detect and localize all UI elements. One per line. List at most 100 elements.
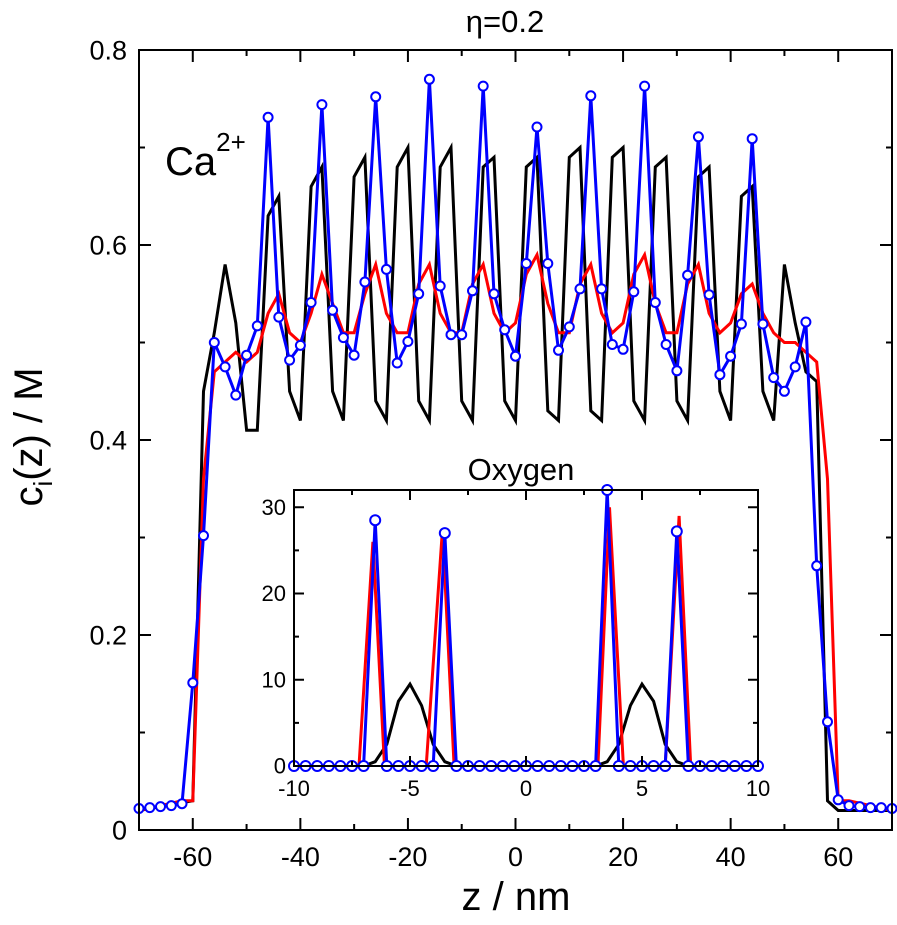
main-chart-title: η=0.2 (466, 4, 544, 39)
main-series-blue-point (370, 91, 382, 103)
main-x-tick-label: -20 (388, 842, 427, 872)
main-series-blue-point (703, 289, 715, 301)
main-series-blue-point (499, 324, 511, 336)
main-series-blue-point (811, 560, 823, 572)
inset-y-tick-label: 20 (262, 581, 286, 606)
main-series-blue-point (714, 369, 726, 381)
main-series-blue-point (628, 286, 640, 298)
main-series-blue-point (660, 339, 672, 350)
annotation-superscript: 2+ (216, 127, 246, 157)
main-series-blue-point (596, 283, 608, 295)
main-series-blue-point (219, 361, 231, 373)
main-series-blue-point (639, 80, 651, 92)
main-series-blue-point (832, 794, 844, 806)
main-series-blue-point (843, 800, 855, 812)
main-series-blue-point (198, 530, 209, 542)
main-series-blue-point (617, 343, 629, 355)
inset-x-tick-label: 0 (520, 776, 532, 801)
main-series-blue-point (606, 339, 618, 350)
main-series-blue-point (262, 111, 274, 123)
ylabel-main: c (7, 487, 51, 507)
main-series-blue-point (520, 258, 532, 269)
inset-series-blue-point (369, 514, 382, 527)
main-x-tick-label: 60 (823, 842, 853, 872)
main-x-tick-label: -40 (281, 842, 320, 872)
main-series-blue-point (337, 332, 349, 344)
inset-y-tick-label: 30 (262, 495, 286, 520)
main-series-blue-point (294, 339, 306, 351)
main-series-blue-point (155, 801, 166, 813)
main-series-blue-point (284, 354, 296, 366)
main-series-blue-point (467, 285, 478, 297)
main-series-blue-point (176, 798, 188, 810)
main-series-blue-point (380, 263, 392, 275)
main-x-tick-label: 0 (508, 842, 523, 872)
main-series-blue-point (585, 90, 597, 102)
main-series-blue-point (746, 133, 758, 145)
main-series-blue-point (445, 329, 457, 341)
inset-chart-title: Oxygen (468, 452, 575, 487)
main-series-blue-point (241, 349, 253, 361)
inset-series-blue-point (438, 527, 451, 540)
main-annotation: Ca2+ (165, 127, 246, 184)
main-x-tick-label: 40 (716, 842, 746, 872)
main-series-blue-point (208, 337, 220, 348)
main-series-blue-point (865, 802, 876, 814)
main-x-axis-label: z / nm (462, 875, 571, 919)
main-series-blue-point (692, 131, 704, 143)
main-series-blue-point (305, 297, 317, 308)
main-series-blue-point (187, 677, 199, 689)
inset-series-blue-point (670, 525, 683, 538)
main-series-blue-point (671, 365, 683, 377)
main-y-tick-label: 0.2 (89, 620, 127, 650)
main-series-blue-point (875, 802, 887, 814)
main-y-tick-label: 0.4 (89, 425, 127, 455)
main-series-blue-point (800, 316, 812, 328)
main-series-blue-point (531, 121, 543, 133)
main-series-blue-point (391, 357, 403, 369)
main-series-blue-point (510, 350, 521, 362)
main-series-blue-point (563, 321, 575, 333)
main-series-blue-point (822, 716, 833, 728)
main-x-tick-label: -60 (173, 842, 212, 872)
main-series-red-line (139, 250, 892, 812)
main-series-blue-point (854, 801, 866, 813)
main-y-axis-label: ci(z) / M (7, 367, 58, 506)
inset-y-tick-label: 10 (262, 667, 286, 692)
inset-x-tick-label: -10 (278, 776, 310, 801)
main-y-tick-label: 0.6 (89, 230, 127, 260)
inset-axes-group: -10 -5 0 5 10 0 10 20 30 (262, 489, 770, 801)
main-series-blue-point (682, 269, 694, 281)
main-series-black-line (139, 142, 892, 812)
main-series-blue-point (477, 80, 489, 92)
ylabel-rest: (z) / M (7, 367, 51, 480)
main-series-blue-point (423, 73, 435, 85)
main-series-blue-point (165, 800, 177, 812)
main-series-blue-point (348, 349, 360, 361)
main-series-blue-point (649, 297, 661, 308)
main-series-blue-point (757, 318, 769, 330)
main-x-tick-label: 20 (608, 842, 638, 872)
main-series-blue-point (789, 361, 801, 373)
main-series-blue-point (488, 288, 500, 300)
main-series-blue-point (434, 280, 446, 292)
main-axes-group: -60 -40 -20 0 20 40 60 0 0.2 0.4 0.6 0.8 (89, 35, 893, 872)
main-y-tick-label: 0 (112, 815, 127, 845)
main-y-tick-label: 0.8 (89, 35, 127, 65)
main-series-blue-point (413, 288, 425, 300)
main-series-blue-point (327, 304, 339, 316)
inset-x-tick-label: 5 (636, 776, 648, 801)
main-series-group (133, 73, 897, 814)
ylabel-sub: i (28, 481, 58, 487)
main-series-blue-point (230, 389, 242, 401)
main-series-blue-point (574, 283, 586, 295)
main-series-blue-point (316, 99, 328, 111)
main-series-blue-point (553, 344, 564, 356)
main-series-blue-point (273, 311, 285, 323)
main-series-blue-point (251, 320, 263, 332)
main-series-blue-point (456, 329, 468, 341)
main-series-blue-point (359, 276, 371, 288)
annotation-text: Ca (165, 140, 217, 184)
